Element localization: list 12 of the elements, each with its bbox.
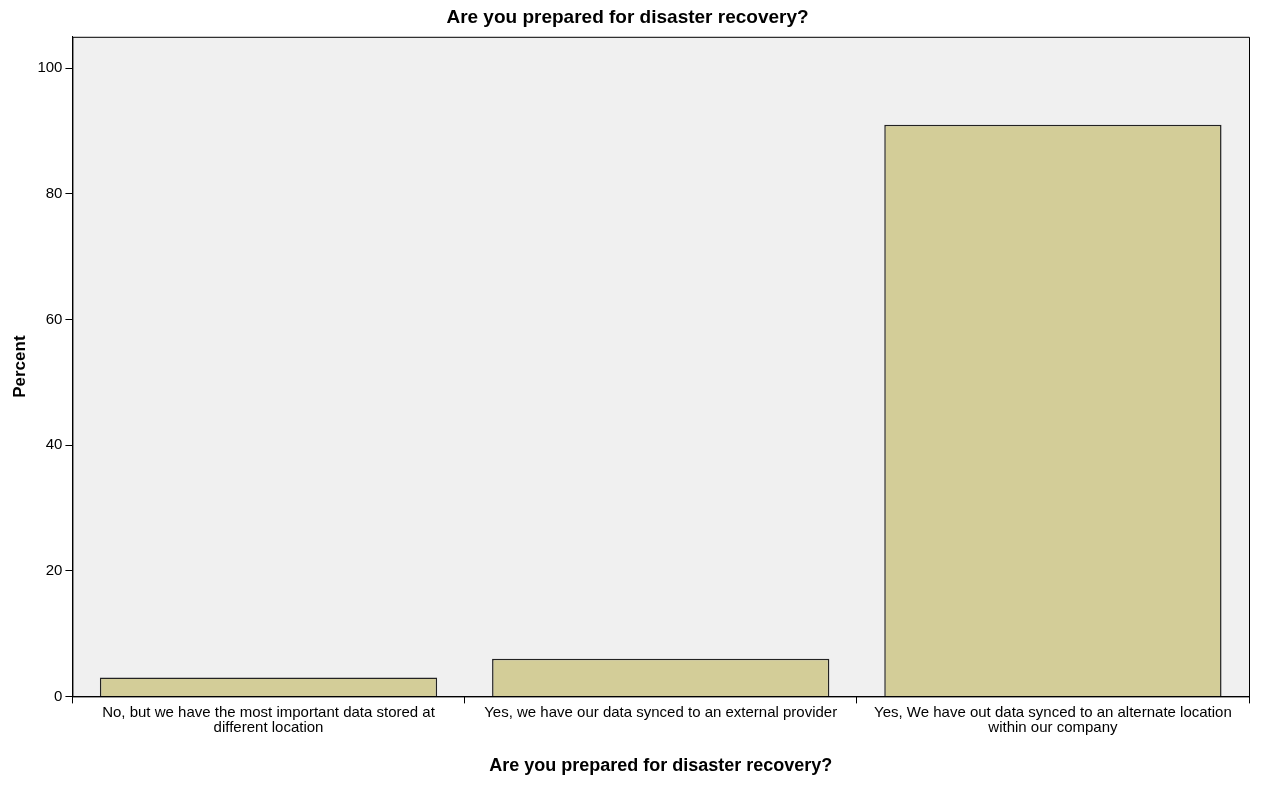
y-tick-label: 40 [45, 435, 63, 453]
x-tick-label: No, but we have the most important data stored at different location [102, 703, 436, 736]
y-tick-label: 20 [45, 560, 63, 578]
y-tick-label: 0 [54, 686, 63, 704]
x-axis-title: Are you prepared for disaster recovery? [489, 755, 833, 776]
x-tick-label: Yes, we have our data synced to an external provider [484, 703, 838, 721]
x-tick-label: Yes, We have out data synced to an alternate location within our company [874, 703, 1232, 736]
chart-title: Are you prepared for disaster recovery? [446, 5, 809, 27]
y-tick-label: 60 [45, 309, 63, 327]
y-tick-label: 80 [45, 183, 63, 201]
y-axis-title: Percent [9, 335, 29, 398]
y-tick-label: 100 [37, 58, 63, 76]
